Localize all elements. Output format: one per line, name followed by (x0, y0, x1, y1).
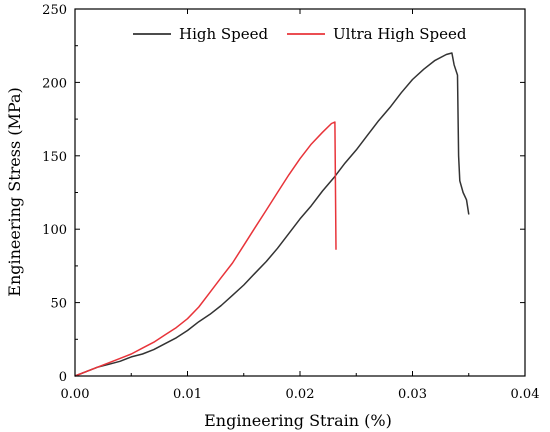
legend-label: High Speed (179, 25, 269, 43)
y-tick-label: 200 (42, 76, 67, 91)
y-tick-label: 0 (59, 370, 67, 385)
series-line-high-speed (74, 52, 470, 377)
y-tick-label: 50 (50, 297, 67, 312)
plot-frame (74, 8, 526, 377)
y-tick-label: 100 (42, 223, 67, 238)
x-tick-label: 0.02 (286, 387, 315, 402)
x-tick-label: 0.01 (173, 387, 202, 402)
plot-area (74, 52, 470, 377)
legend: High Speed Ultra High Speed (133, 25, 467, 43)
legend-label: Ultra High Speed (333, 25, 467, 43)
y-tick-label: 250 (42, 3, 67, 18)
series-line-ultra-high-speed (74, 121, 337, 377)
axes: 0.00 0.01 0.02 0.03 0.04 0 50 100 150 200 250 (42, 3, 539, 402)
x-tick-label: 0.00 (61, 387, 90, 402)
y-axis-title: Engineering Stress (MPa) (5, 87, 24, 296)
x-tick-label: 0.04 (511, 387, 540, 402)
x-tick-label: 0.03 (398, 387, 427, 402)
y-tick-label: 150 (42, 150, 67, 165)
x-axis-title: Engineering Strain (%) (204, 411, 392, 430)
